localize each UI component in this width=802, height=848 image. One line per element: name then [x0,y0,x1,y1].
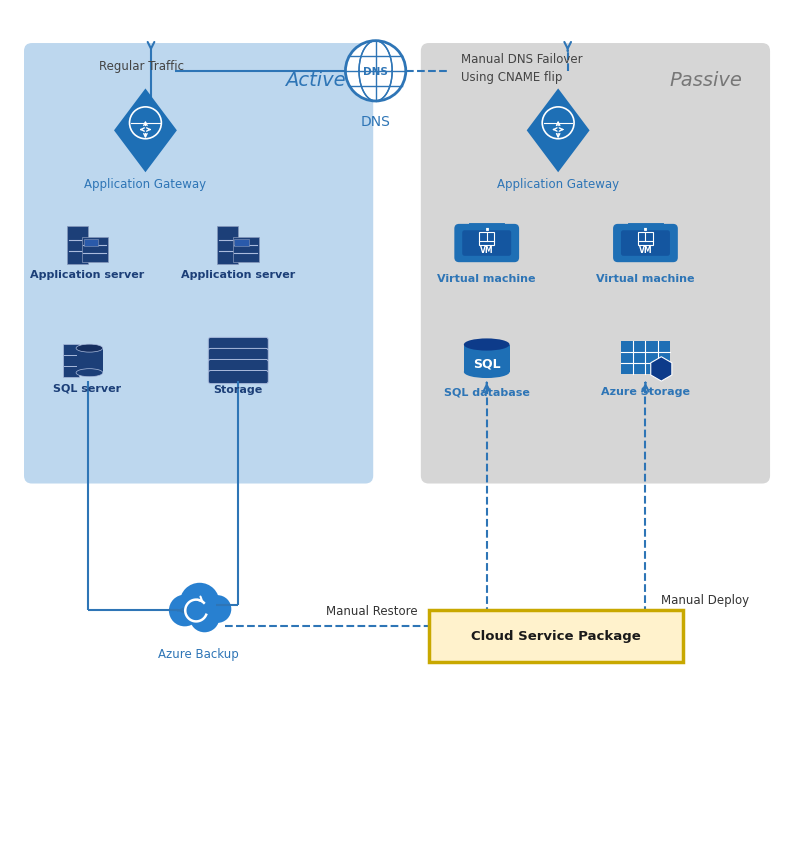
Text: Application Gateway: Application Gateway [497,178,619,191]
Polygon shape [114,88,177,172]
Text: Regular Traffic: Regular Traffic [99,60,184,73]
FancyBboxPatch shape [67,226,87,265]
FancyBboxPatch shape [209,371,269,383]
Circle shape [346,41,406,101]
Text: Active: Active [285,71,346,90]
Text: DNS: DNS [361,115,391,129]
FancyBboxPatch shape [82,237,108,262]
Ellipse shape [76,344,103,352]
FancyBboxPatch shape [462,231,511,256]
Text: VM: VM [638,246,652,254]
FancyBboxPatch shape [76,349,103,373]
Text: VM: VM [480,246,493,254]
Text: Using CNAME flip: Using CNAME flip [460,71,562,84]
FancyBboxPatch shape [621,231,670,256]
FancyBboxPatch shape [209,338,269,350]
Text: Virtual machine: Virtual machine [596,274,695,284]
Text: Storage: Storage [213,385,263,395]
Text: Azure Backup: Azure Backup [158,649,239,661]
Circle shape [204,595,231,623]
FancyBboxPatch shape [464,344,509,372]
Text: Application Gateway: Application Gateway [84,178,206,191]
FancyBboxPatch shape [455,224,519,262]
FancyBboxPatch shape [613,224,678,262]
Text: SQL: SQL [473,357,500,370]
Circle shape [169,594,200,627]
Polygon shape [650,357,672,381]
Text: Manual Restore: Manual Restore [326,605,418,617]
Text: Application server: Application server [30,271,144,280]
Text: Manual DNS Failover: Manual DNS Failover [460,53,582,66]
FancyBboxPatch shape [421,43,770,483]
Ellipse shape [464,365,509,378]
Text: Cloud Service Package: Cloud Service Package [471,630,641,643]
FancyBboxPatch shape [83,239,99,246]
Text: Manual Deploy: Manual Deploy [662,594,749,606]
Text: Virtual machine: Virtual machine [437,274,536,284]
Text: Application server: Application server [181,271,295,280]
Text: Azure Storage: Azure Storage [601,388,690,397]
Text: DNS: DNS [363,67,388,77]
FancyBboxPatch shape [233,237,259,262]
FancyBboxPatch shape [209,360,269,372]
Polygon shape [527,88,589,172]
Text: Passive: Passive [670,71,743,90]
FancyBboxPatch shape [234,239,249,246]
FancyBboxPatch shape [209,349,269,361]
Text: SQL server: SQL server [54,383,122,393]
Ellipse shape [76,369,103,377]
FancyBboxPatch shape [429,610,683,662]
FancyBboxPatch shape [217,226,238,265]
Text: SQL database: SQL database [444,388,529,397]
Circle shape [180,583,220,622]
Circle shape [190,603,220,633]
FancyBboxPatch shape [621,342,670,374]
Ellipse shape [464,338,509,350]
FancyBboxPatch shape [24,43,373,483]
FancyBboxPatch shape [63,344,79,377]
